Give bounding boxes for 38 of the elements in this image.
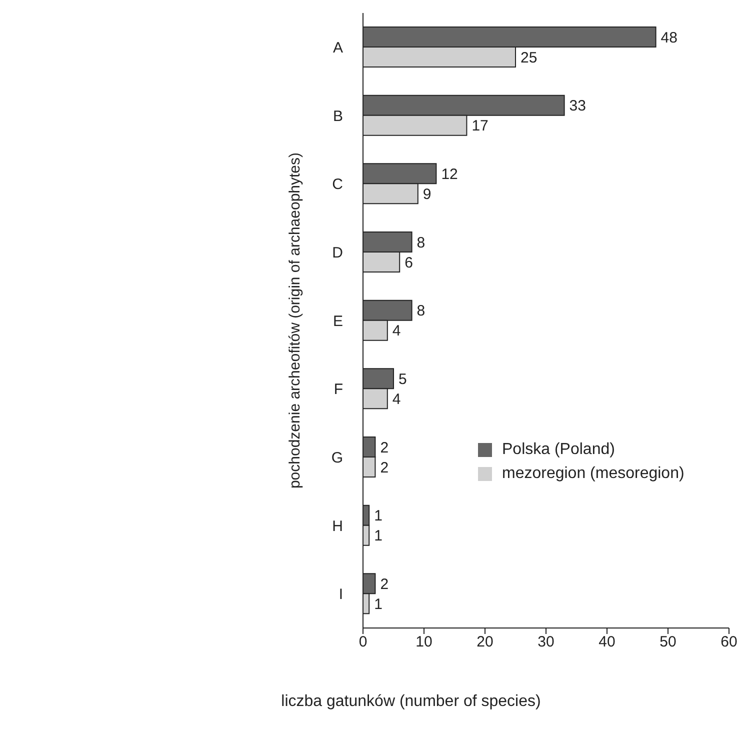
data-label: 1	[374, 596, 382, 613]
y-tick-label: G	[331, 449, 343, 466]
data-label: 17	[472, 118, 488, 135]
y-tick-label: A	[332, 39, 343, 56]
data-label: 6	[404, 254, 413, 272]
y-axis-title: pochodzenie archeofitów (origin of archaeophytes)	[286, 152, 304, 489]
x-tick-label: 30	[538, 634, 554, 651]
y-tick-label: H	[332, 518, 343, 535]
y-tick-label: I	[338, 586, 343, 604]
x-tick-label: 40	[598, 634, 616, 651]
x-tick-label: 50	[660, 634, 676, 651]
data-label: 1	[374, 528, 382, 545]
data-label: 4	[392, 390, 401, 408]
data-label: 48	[660, 29, 678, 46]
data-label: 12	[441, 166, 458, 183]
y-tick-label: C	[332, 176, 344, 194]
y-tick-label: E	[332, 312, 343, 330]
data-label: 2	[380, 439, 389, 456]
x-tick-label: 20	[476, 634, 494, 651]
data-label: 1	[374, 508, 382, 525]
x-axis-title: liczba gatunków (number of species)	[280, 693, 542, 711]
data-label: 8	[416, 234, 426, 252]
data-label: 4	[392, 322, 401, 340]
data-label: 25	[520, 49, 538, 66]
data-label: 2	[380, 576, 389, 593]
data-label: 8	[416, 302, 426, 320]
legend-label: Polska (Poland)	[502, 441, 615, 458]
data-label: 9	[422, 186, 432, 203]
x-tick-label: 60	[720, 634, 738, 651]
data-label: 33	[569, 98, 586, 115]
data-label: 5	[398, 370, 407, 388]
legend-label: mezoregion (mesoregion)	[502, 465, 684, 482]
y-tick-label: D	[332, 244, 344, 262]
data-label: 2	[380, 459, 389, 476]
x-tick-label: 10	[416, 634, 432, 651]
x-tick-label: 0	[358, 634, 368, 651]
y-tick-label: F	[334, 381, 343, 398]
y-tick-label: B	[332, 108, 343, 125]
